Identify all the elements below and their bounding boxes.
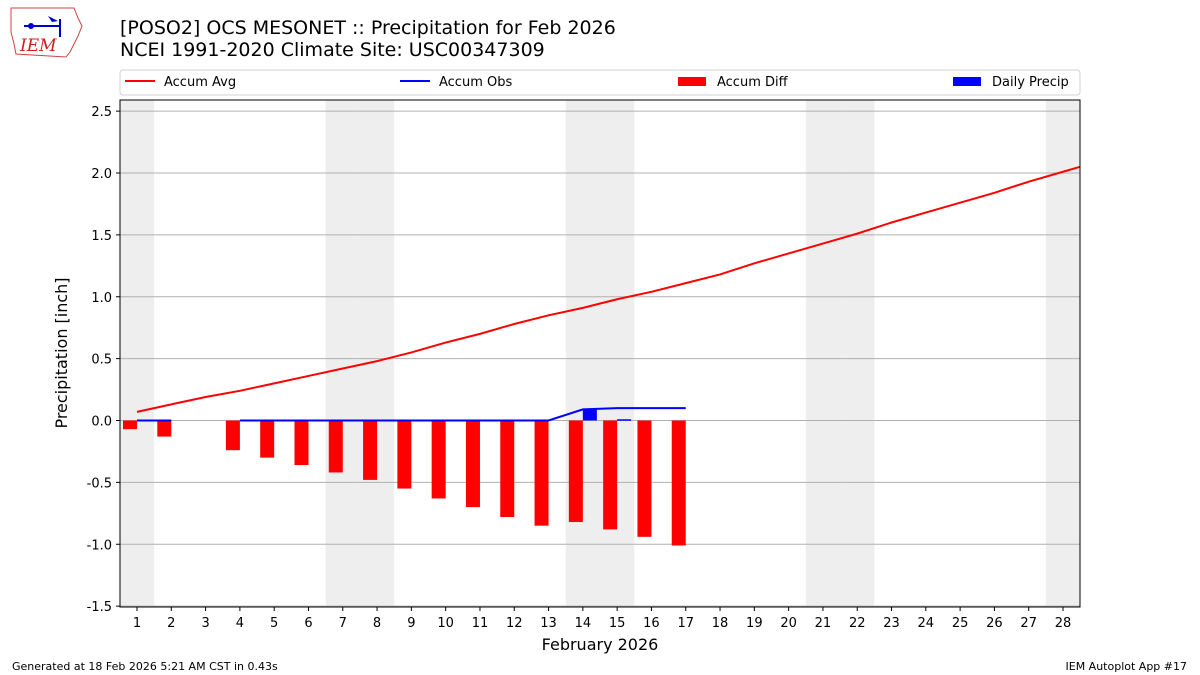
y-tick-label: 2.0	[91, 167, 112, 182]
x-tick-label: 28	[1055, 616, 1072, 631]
accum-obs-line	[239, 407, 686, 422]
y-tick-label: 0.5	[91, 353, 112, 368]
chart-title: [POSO2] OCS MESONET :: Precipitation for…	[120, 17, 616, 39]
accum-diff-bar	[397, 420, 412, 489]
chart-subtitle: NCEI 1991-2020 Climate Site: USC00347309	[120, 39, 545, 61]
x-tick-label: 24	[918, 616, 935, 631]
weekend-shade	[565, 100, 600, 607]
accum-diff-bar	[123, 420, 137, 430]
accum-diff-bar	[500, 420, 515, 518]
x-tick-label: 9	[407, 616, 415, 631]
legend-swatch-daily-precip	[953, 77, 981, 86]
x-tick-label: 18	[712, 616, 729, 631]
x-tick-label: 20	[780, 616, 797, 631]
weekend-shade	[325, 100, 360, 607]
x-tick-label: 7	[339, 616, 347, 631]
iem-logo: IEM	[10, 7, 83, 58]
daily-precip-bar	[617, 419, 632, 421]
y-tick-label: 1.0	[91, 291, 112, 306]
weekend-shade	[805, 100, 841, 607]
legend-label-accum-diff: Accum Diff	[717, 75, 789, 90]
x-tick-label: 11	[472, 616, 489, 631]
x-tick-label: 17	[677, 616, 694, 631]
x-tick-label: 21	[815, 616, 832, 631]
x-tick-label: 15	[609, 616, 626, 631]
accum-diff-bar	[603, 420, 618, 530]
accum-diff-bar	[157, 420, 172, 437]
y-tick-label: 0.0	[91, 415, 112, 430]
accum-diff-bar	[637, 420, 652, 537]
accum-avg-line	[1062, 165, 1081, 173]
x-tick-label: 12	[506, 616, 523, 631]
x-tick-label: 26	[986, 616, 1003, 631]
accum-diff-bar	[465, 420, 480, 508]
x-tick-label: 5	[270, 616, 278, 631]
x-tick-label: 25	[952, 616, 969, 631]
x-axis-label: February 2026	[542, 635, 659, 654]
x-tick-label: 27	[1020, 616, 1037, 631]
footer-app: IEM Autoplot App #17	[1065, 660, 1188, 673]
y-tick-label: 2.5	[91, 105, 112, 120]
legend-label-daily-precip: Daily Precip	[992, 75, 1069, 90]
x-tick-label: 1	[133, 616, 141, 631]
footer-generated: Generated at 18 Feb 2026 5:21 AM CST in …	[12, 660, 278, 673]
x-tick-label: 14	[575, 616, 592, 631]
accum-diff-bar	[225, 420, 240, 451]
weekend-shade	[840, 100, 875, 607]
x-tick-label: 4	[236, 616, 244, 631]
accum-diff-bar	[294, 420, 309, 466]
legend-box	[119, 69, 1081, 96]
accum-diff-bar	[431, 420, 446, 499]
daily-precip-bar	[582, 409, 597, 421]
x-tick-label: 16	[643, 616, 660, 631]
x-tick-label: 8	[373, 616, 381, 631]
y-tick-label: -1.0	[87, 538, 112, 553]
x-tick-label: 2	[167, 616, 175, 631]
accum-avg-line	[136, 170, 1064, 413]
weekend-shade	[359, 100, 395, 607]
x-tick-label: 10	[437, 616, 454, 631]
svg-text:IEM: IEM	[19, 36, 57, 56]
y-tick-label: 1.5	[91, 229, 112, 244]
y-axis-label: Precipitation [inch]	[52, 277, 71, 428]
legend-label-accum-avg: Accum Avg	[164, 75, 236, 90]
x-tick-label: 13	[540, 616, 557, 631]
accum-diff-bar	[534, 420, 549, 526]
plot-frame	[119, 99, 1081, 608]
legend-swatch-accum-diff	[678, 77, 706, 86]
y-tick-label: -1.5	[87, 600, 112, 615]
weekend-shade	[1045, 100, 1080, 607]
x-tick-label: 6	[304, 616, 312, 631]
x-tick-label: 19	[746, 616, 763, 631]
accum-diff-bar	[260, 420, 275, 458]
x-tick-label: 3	[201, 616, 209, 631]
accum-diff-bar	[363, 420, 378, 480]
accum-diff-bar	[568, 420, 583, 522]
weekend-shade	[120, 100, 155, 607]
accum-diff-bar	[671, 420, 686, 546]
x-tick-label: 23	[883, 616, 900, 631]
legend-label-accum-obs: Accum Obs	[439, 75, 512, 90]
x-tick-label: 22	[849, 616, 866, 631]
y-tick-label: -0.5	[87, 476, 112, 491]
weekend-shade	[600, 100, 635, 607]
accum-diff-bar	[328, 420, 343, 473]
